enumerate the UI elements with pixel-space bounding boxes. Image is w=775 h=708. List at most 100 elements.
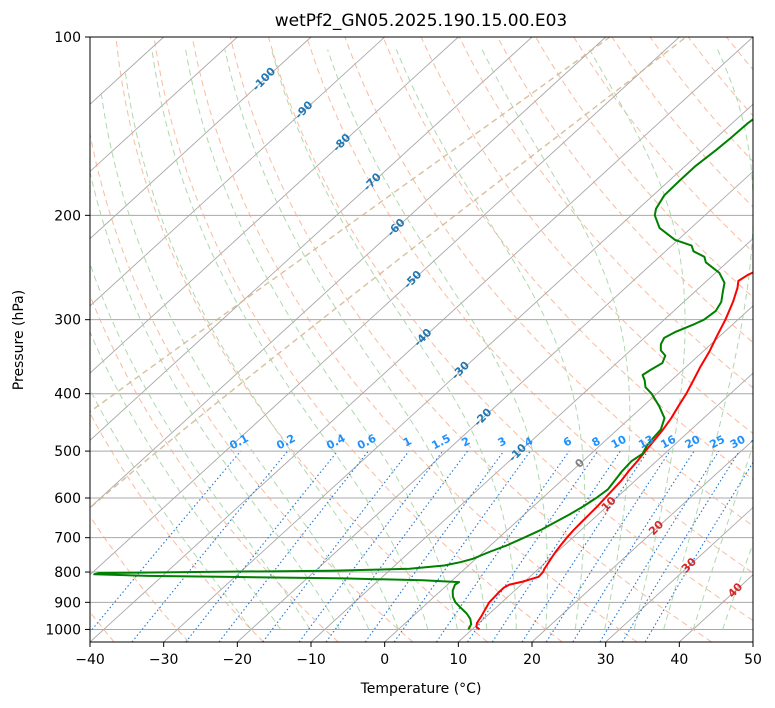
x-tick-label: −20 (223, 652, 253, 668)
y-axis-label: Pressure (hPa) (11, 290, 27, 390)
mixing-ratio-line (435, 450, 570, 642)
moist-adiabat-line (185, 49, 458, 630)
dry-adiabat-line (153, 37, 563, 642)
moist-adiabat-line (395, 49, 586, 630)
x-tick-label: −40 (75, 652, 105, 668)
y-tick-label: 800 (54, 565, 81, 581)
moist-adiabat-line (100, 94, 370, 630)
moist-adiabat-line (589, 49, 686, 630)
dry-adiabat-line (90, 515, 190, 642)
isotherm-line (90, 37, 312, 240)
mixing-ratio-label: 1 (401, 434, 414, 449)
chart-title: wetPf2_GN05.2025.190.15.00.E03 (275, 11, 567, 31)
mixing-ratio-label: 1.5 (429, 432, 452, 453)
x-tick-label: −30 (149, 652, 179, 668)
isotherm-line (90, 37, 753, 642)
dry-adiabat-line (191, 37, 638, 642)
isotherm-label: -100 (250, 65, 279, 94)
mixing-ratio-label: 25 (707, 433, 727, 452)
isotherm-line (90, 37, 385, 307)
isotherm-line (163, 103, 753, 642)
mixing-ratio-line (325, 450, 468, 642)
mixing-ratio-line (521, 450, 649, 642)
mixing-ratio-label: 6 (561, 434, 574, 449)
moist-adiabat-line (722, 542, 753, 630)
y-tick-label: 1000 (45, 622, 81, 638)
isotherm-line (752, 641, 753, 642)
x-tick-label: 10 (449, 652, 467, 668)
mixing-ratio-label: 0.4 (324, 432, 348, 453)
dry-adiabat-line (496, 37, 753, 344)
moist-adiabat-line (90, 169, 340, 630)
line-labels: -100-90-80-70-60-50-40-30-20-100.1 0.2 0.4… (227, 65, 753, 601)
background-lines (90, 37, 775, 642)
tan-adiabat-line (90, 37, 611, 413)
x-tick-label: 20 (523, 652, 541, 668)
mixing-ratio-label: 10 (609, 433, 629, 452)
mixing-ratio-line (131, 450, 289, 642)
x-axis-label: Temperature (°C) (360, 681, 482, 697)
moist-adiabat-line (692, 443, 753, 630)
isotherm-line (531, 439, 753, 642)
moist-adiabat-line (327, 49, 548, 630)
moist-adiabat-line (90, 262, 311, 630)
dry-adiabat-line (229, 37, 712, 642)
profile-series (93, 118, 753, 631)
y-tick-label: 600 (54, 491, 81, 507)
y-tick-label: 500 (54, 444, 81, 460)
dry-adiabat-line (306, 37, 753, 574)
mixing-ratio-line (599, 450, 720, 642)
dry-adiabat-line (90, 412, 264, 642)
mixing-ratio-line (185, 450, 339, 642)
isotherm-line (458, 372, 753, 642)
x-axis: −40 −30 −20 −10 0 10 20 30 40 50 (75, 642, 762, 668)
moist-adiabat-line (124, 72, 399, 630)
moist-adiabat-line (224, 49, 488, 630)
mixing-ratio-label: 0.2 (274, 432, 297, 453)
mixing-ratio-label: 3 (496, 434, 509, 449)
isotherm-line (237, 170, 753, 642)
mixing-ratio-line (545, 450, 671, 642)
y-tick-label: 900 (54, 595, 81, 611)
dry-adiabat-line (420, 37, 753, 435)
moist-adiabat-line (151, 49, 429, 630)
mixing-ratio-line (572, 450, 695, 642)
mixing-ratio-line (393, 450, 531, 642)
y-tick-label: 300 (54, 313, 81, 329)
mixing-ratio-line (90, 450, 242, 633)
mixing-ratio-label: 30 (728, 433, 748, 452)
y-tick-label: 200 (54, 208, 81, 224)
moist-adiabat-line (481, 49, 631, 630)
moist-adiabat-line (90, 388, 252, 630)
dewpoint-line (93, 118, 753, 630)
mixing-ratio-line (298, 450, 444, 642)
dry-adiabat-line (535, 37, 753, 298)
x-tick-label: −10 (296, 652, 326, 668)
isotherm-line (90, 37, 238, 173)
mixing-ratio-label: 0.1 (227, 432, 250, 453)
mixing-ratio-label: 20 (683, 433, 703, 452)
isotherm-line (90, 37, 533, 441)
dry-adiabat-line (649, 37, 753, 163)
y-axis: 100 200 300 400 500 600 700 800 900 1000 (45, 30, 90, 638)
mixing-ratio-line (467, 450, 599, 642)
dry-adiabat-line (90, 131, 414, 642)
tan-adiabat-line (90, 37, 687, 509)
mixing-ratio-label: 16 (658, 433, 678, 452)
mixing-ratio-line (218, 450, 369, 642)
y-tick-label: 400 (54, 387, 81, 403)
mixing-ratio-line (364, 450, 505, 642)
moist-adiabat-line (663, 49, 753, 630)
y-tick-label: 700 (54, 531, 81, 547)
dry-adiabat-line (382, 37, 753, 481)
dry-adiabat-line (268, 37, 753, 622)
dry-adiabat-line (765, 37, 775, 642)
temperature-line (475, 271, 753, 631)
x-tick-label: 50 (744, 652, 762, 668)
mixing-ratio-line (491, 450, 621, 642)
mixing-ratio-label: 13 (636, 433, 656, 452)
dry-adiabat-line (115, 37, 488, 642)
dry-adiabat-line (687, 37, 753, 117)
x-tick-label: 0 (380, 652, 389, 668)
x-tick-label: 40 (670, 652, 688, 668)
